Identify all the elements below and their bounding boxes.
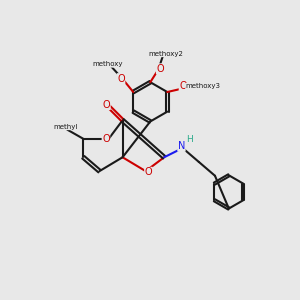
Text: methyl: methyl	[54, 124, 78, 130]
Text: methoxy: methoxy	[92, 61, 122, 67]
Text: O: O	[117, 74, 125, 84]
Text: H: H	[186, 135, 193, 144]
Text: O: O	[145, 167, 152, 177]
Text: N: N	[178, 141, 185, 151]
Text: O: O	[102, 134, 110, 144]
Text: O: O	[179, 81, 187, 91]
Text: methoxy3: methoxy3	[186, 83, 220, 89]
Text: O: O	[103, 100, 110, 110]
Text: methoxy2: methoxy2	[148, 51, 183, 57]
Text: O: O	[156, 64, 164, 74]
